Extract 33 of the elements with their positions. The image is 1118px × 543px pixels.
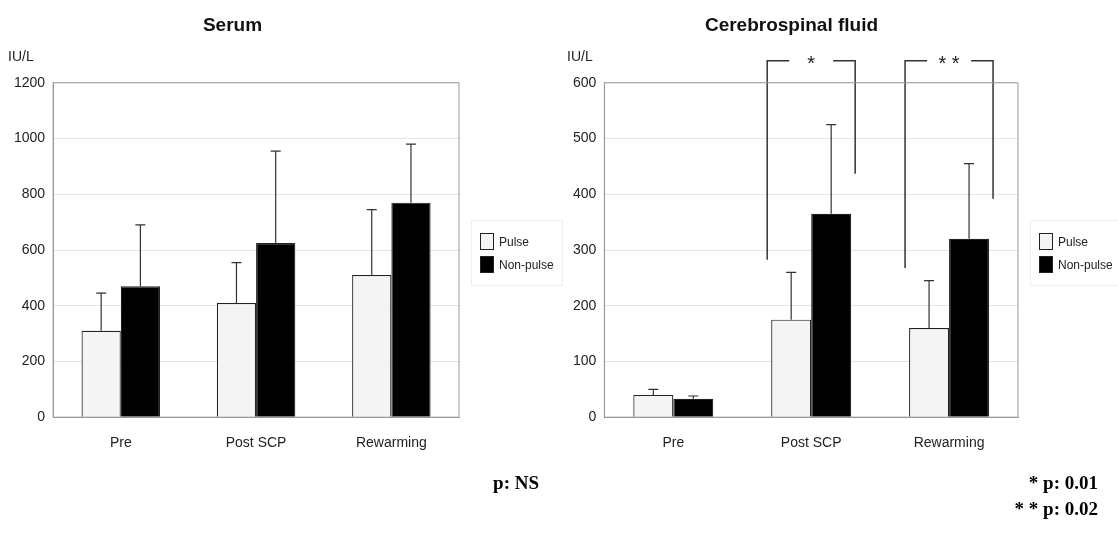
x-tick-label: Post SCP <box>780 434 842 451</box>
y-tick-label: 200 <box>21 352 46 369</box>
y-tick-label: 500 <box>573 129 597 146</box>
legend-label: Pulse <box>1058 234 1089 249</box>
y-tick-label: 0 <box>37 408 46 425</box>
chart-title: Cerebrospinal fluid <box>704 13 879 35</box>
text: * * p: 0.02 <box>1013 497 1098 521</box>
y-tick-label: 300 <box>573 240 597 257</box>
chart-title: Serum <box>202 13 263 35</box>
x-tick-label: Pre <box>662 434 685 451</box>
y-axis-title: IU/L <box>8 47 34 64</box>
x-tick-label: Pre <box>109 434 132 451</box>
y-tick-label: 400 <box>21 296 46 313</box>
y-tick-label: 100 <box>573 352 597 369</box>
legend-label: Non-pulse <box>1058 257 1113 272</box>
text: p: NS <box>492 471 539 495</box>
legend-label: Non-pulse <box>499 257 554 272</box>
y-tick-label: 600 <box>21 240 46 257</box>
y-tick-label: 800 <box>21 185 46 202</box>
y-tick-label: 600 <box>573 73 597 90</box>
x-tick-label: Rewarming <box>913 434 985 451</box>
y-axis-title: IU/L <box>567 47 593 64</box>
y-tick-label: 1200 <box>13 73 46 90</box>
y-tick-label: 200 <box>573 296 597 313</box>
y-tick-label: 400 <box>573 185 597 202</box>
text: * <box>807 52 816 75</box>
y-tick-label: 1000 <box>13 129 46 146</box>
y-tick-label: 0 <box>588 408 597 425</box>
x-tick-label: Post SCP <box>225 434 287 451</box>
text: * * <box>938 52 960 75</box>
text: * p: 0.01 <box>1027 471 1098 495</box>
x-tick-label: Rewarming <box>355 434 427 451</box>
legend-label: Pulse <box>499 234 530 249</box>
